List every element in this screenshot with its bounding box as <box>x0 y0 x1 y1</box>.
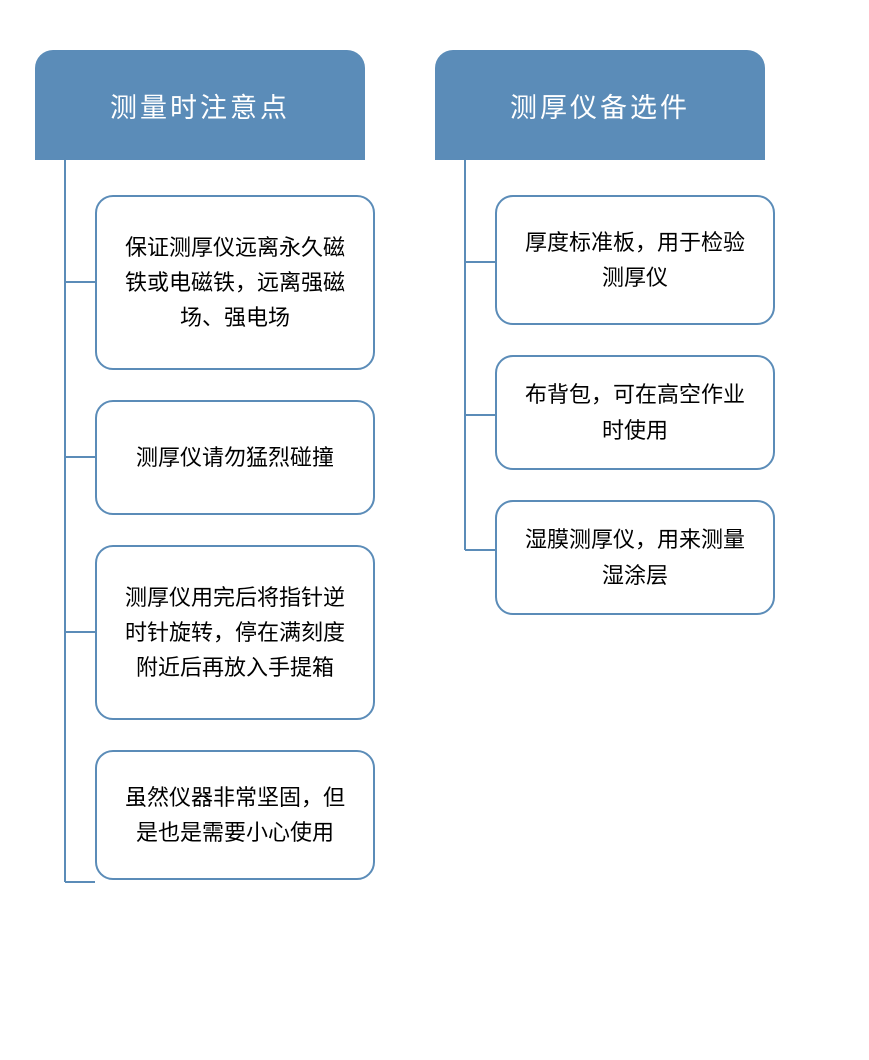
child-box: 湿膜测厚仪，用来测量湿涂层 <box>495 500 775 615</box>
child-items-left: 保证测厚仪远离永久磁铁或电磁铁，远离强磁场、强电场 测厚仪请勿猛烈碰撞 测厚仪用… <box>95 195 375 880</box>
child-box: 虽然仪器非常坚固，但是也是需要小心使用 <box>95 750 375 880</box>
child-box: 保证测厚仪远离永久磁铁或电磁铁，远离强磁场、强电场 <box>95 195 375 370</box>
child-text: 保证测厚仪远离永久磁铁或电磁铁，远离强磁场、强电场 <box>121 230 349 336</box>
child-items-right: 厚度标准板，用于检验测厚仪 布背包，可在高空作业时使用 湿膜测厚仪，用来测量湿涂… <box>495 195 775 615</box>
column-left: 测量时注意点 保证测厚仪远离永久磁铁或电磁铁，远离强磁场、强电场 测厚仪请勿猛烈… <box>35 50 375 880</box>
child-text: 湿膜测厚仪，用来测量湿涂层 <box>521 522 749 592</box>
child-box: 测厚仪请勿猛烈碰撞 <box>95 400 375 515</box>
child-text: 测厚仪请勿猛烈碰撞 <box>136 440 334 475</box>
header-right: 测厚仪备选件 <box>435 50 765 160</box>
header-right-label: 测厚仪备选件 <box>510 86 690 125</box>
child-text: 布背包，可在高空作业时使用 <box>521 377 749 447</box>
child-text: 虽然仪器非常坚固，但是也是需要小心使用 <box>121 780 349 850</box>
header-left-label: 测量时注意点 <box>110 86 290 125</box>
diagram-container: 测量时注意点 保证测厚仪远离永久磁铁或电磁铁，远离强磁场、强电场 测厚仪请勿猛烈… <box>0 0 869 930</box>
child-text: 测厚仪用完后将指针逆时针旋转，停在满刻度附近后再放入手提箱 <box>121 580 349 686</box>
child-box: 测厚仪用完后将指针逆时针旋转，停在满刻度附近后再放入手提箱 <box>95 545 375 720</box>
child-box: 布背包，可在高空作业时使用 <box>495 355 775 470</box>
column-right: 测厚仪备选件 厚度标准板，用于检验测厚仪 布背包，可在高空作业时使用 湿膜测厚仪… <box>435 50 775 880</box>
header-left: 测量时注意点 <box>35 50 365 160</box>
child-text: 厚度标准板，用于检验测厚仪 <box>521 225 749 295</box>
child-box: 厚度标准板，用于检验测厚仪 <box>495 195 775 325</box>
